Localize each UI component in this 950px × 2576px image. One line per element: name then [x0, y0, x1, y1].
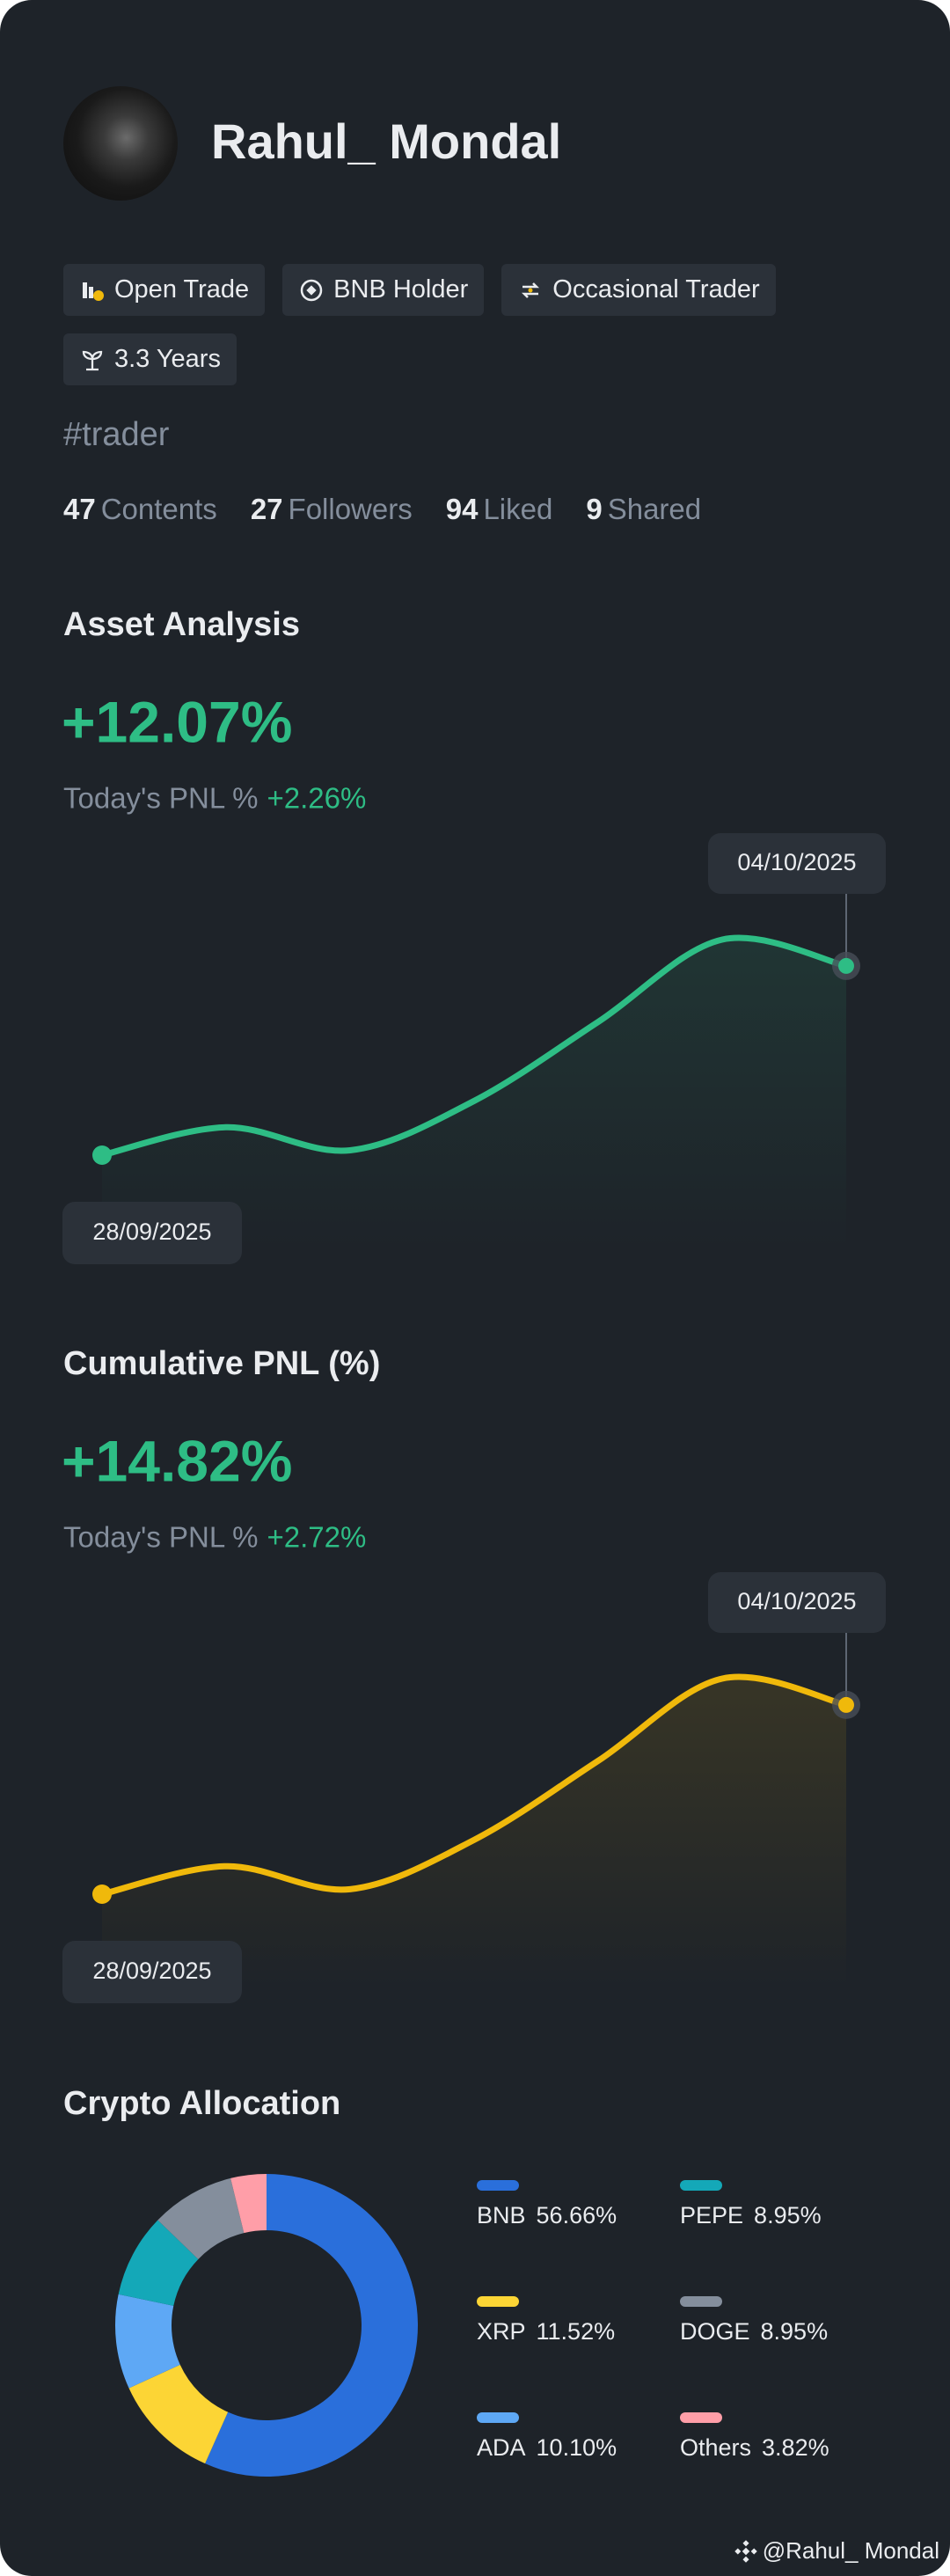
- end-date: 04/10/2025: [737, 849, 856, 875]
- stat: 9 Shared: [586, 493, 701, 526]
- line-series: [99, 934, 850, 1159]
- donut-segment: [128, 2364, 229, 2464]
- date-tooltip: [62, 1941, 242, 2003]
- stat-value: 9: [586, 493, 603, 525]
- start-point: [92, 1145, 112, 1165]
- stats: 47 Contents 27 Followers 94 Liked 9 Shared: [63, 493, 701, 526]
- pnl-value: +2.72%: [267, 1521, 367, 1554]
- legend-name: BNB: [477, 2202, 526, 2228]
- section-title: Crypto Allocation: [63, 2085, 340, 2122]
- legend-value: 8.95%: [754, 2202, 822, 2228]
- pnl-label: Today's PNL %: [63, 782, 259, 815]
- watermark: @Rahul_ Mondal: [734, 2537, 939, 2565]
- legend-swatch: [680, 2296, 722, 2307]
- tag-text: Open Trade: [114, 275, 250, 304]
- date-tooltip: [62, 1202, 242, 1264]
- legend-name: ADA: [477, 2434, 526, 2461]
- legend-swatch: [477, 2180, 519, 2191]
- tag-icon: [522, 282, 540, 298]
- watermark-logo: [734, 2539, 757, 2563]
- stat-label: Shared: [607, 493, 702, 525]
- tag-icon: [82, 350, 103, 370]
- start-point: [92, 1884, 112, 1904]
- donut-segment: [157, 2177, 245, 2259]
- end-date: 04/10/2025: [737, 1588, 856, 1614]
- section-title: Cumulative PNL (%): [63, 1345, 380, 1382]
- date-tooltip: [708, 1572, 886, 1633]
- legend-swatch: [477, 2412, 519, 2423]
- legend-name: DOGE: [680, 2318, 750, 2345]
- tag-icon: [83, 282, 104, 301]
- tag-list: Open Trade BNB Holder Occasional Trader …: [63, 264, 855, 385]
- pnl-label: Today's PNL %: [63, 1521, 259, 1554]
- legend-value: 56.66%: [537, 2202, 618, 2228]
- tag-text: 3.3 Years: [114, 345, 221, 373]
- stat-label: Followers: [288, 493, 413, 525]
- stat: 47 Contents: [63, 493, 217, 526]
- tag-text: BNB Holder: [333, 275, 469, 304]
- legend-name: XRP: [477, 2318, 526, 2345]
- donut-segment: [118, 2220, 199, 2306]
- avatar: [63, 86, 178, 201]
- legend-swatch: [680, 2412, 722, 2423]
- legend-value: 10.10%: [537, 2434, 618, 2461]
- tag: Open Trade: [63, 264, 266, 316]
- line-area: [102, 1677, 846, 1988]
- watermark-text: @Rahul_ Mondal: [762, 2537, 939, 2564]
- section-title: Asset Analysis: [63, 606, 300, 643]
- legend-swatch: [680, 2180, 722, 2191]
- stat-value: 47: [63, 493, 96, 525]
- stat-value: 27: [250, 493, 283, 525]
- stat-label: Contents: [100, 493, 217, 525]
- user-name: Rahul_ Mondal: [211, 113, 562, 169]
- stat: 94 Liked: [446, 493, 553, 526]
- hashtag: #trader: [63, 416, 170, 453]
- tag-text: Occasional Trader: [552, 275, 760, 304]
- donut-segment: [115, 2294, 180, 2389]
- start-date: 28/09/2025: [92, 1218, 211, 1245]
- legend-name: PEPE: [680, 2202, 743, 2228]
- donut-segment: [230, 2174, 267, 2234]
- line-series: [99, 1673, 850, 1898]
- tag: 3.3 Years: [63, 333, 237, 385]
- legend-name: Others: [680, 2434, 751, 2461]
- stat-value: 94: [445, 493, 479, 525]
- legend-swatch: [477, 2296, 519, 2307]
- legend-value: 3.82%: [762, 2434, 829, 2461]
- donut-segment: [205, 2174, 418, 2477]
- end-point: [838, 957, 854, 974]
- stat-label: Liked: [483, 493, 553, 525]
- headline-value: +12.07%: [62, 689, 292, 754]
- legend-value: 8.95%: [761, 2318, 829, 2345]
- headline-value: +14.82%: [62, 1428, 292, 1493]
- tag: BNB Holder: [282, 264, 485, 316]
- end-point: [838, 1696, 854, 1713]
- tag: Occasional Trader: [501, 264, 776, 316]
- date-tooltip: [708, 833, 886, 894]
- legend-value: 11.52%: [537, 2318, 616, 2345]
- start-date: 28/09/2025: [92, 1958, 211, 1984]
- tag-icon: [300, 279, 323, 301]
- stat: 27 Followers: [251, 493, 413, 526]
- line-area: [102, 938, 846, 1249]
- pnl-value: +2.26%: [267, 782, 367, 815]
